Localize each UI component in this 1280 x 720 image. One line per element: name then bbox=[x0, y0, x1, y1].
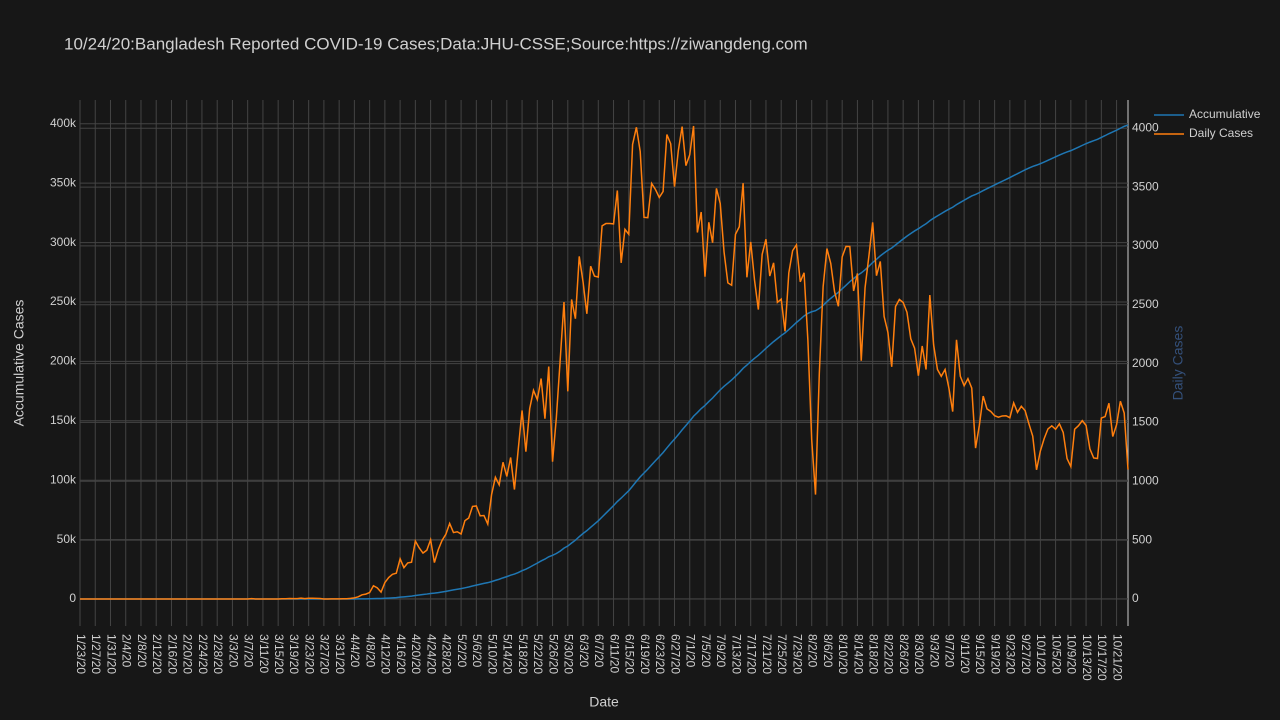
x-tick-label: 4/20/20 bbox=[409, 634, 423, 674]
x-tick-label: 3/27/20 bbox=[318, 634, 332, 674]
legend-label: Daily Cases bbox=[1189, 126, 1253, 140]
y-tick-label: 0 bbox=[69, 591, 76, 605]
y2-tick-label: 0 bbox=[1132, 591, 1139, 605]
x-tick-label: 7/17/20 bbox=[745, 634, 759, 674]
x-tick-label: 8/26/20 bbox=[897, 634, 911, 674]
y-tick-label: 350k bbox=[50, 175, 77, 189]
x-tick-label: 9/3/20 bbox=[927, 634, 941, 668]
x-tick-label: 5/2/20 bbox=[455, 634, 469, 668]
y-tick-label: 200k bbox=[50, 354, 77, 368]
y-tick-label: 50k bbox=[57, 532, 77, 546]
x-tick-label: 10/5/20 bbox=[1049, 634, 1063, 674]
y-tick-label: 250k bbox=[50, 294, 77, 308]
chart-title: 10/24/20:Bangladesh Reported COVID-19 Ca… bbox=[64, 34, 808, 53]
x-tick-label: 6/27/20 bbox=[668, 634, 682, 674]
x-tick-label: 7/13/20 bbox=[729, 634, 743, 674]
x-tick-label: 7/5/20 bbox=[699, 634, 713, 668]
x-tick-label: 8/14/20 bbox=[851, 634, 865, 674]
x-tick-label: 7/9/20 bbox=[714, 634, 728, 668]
x-tick-label: 1/27/20 bbox=[89, 634, 103, 674]
y-tick-label: 400k bbox=[50, 116, 77, 130]
y2-tick-label: 2000 bbox=[1132, 356, 1159, 370]
x-tick-label: 8/18/20 bbox=[866, 634, 880, 674]
x-tick-label: 3/19/20 bbox=[287, 634, 301, 674]
x-tick-label: 8/22/20 bbox=[882, 634, 896, 674]
x-tick-label: 9/15/20 bbox=[973, 634, 987, 674]
y-tick-label: 150k bbox=[50, 413, 77, 427]
x-tick-label: 8/2/20 bbox=[806, 634, 820, 668]
x-tick-label: 1/23/20 bbox=[74, 634, 88, 674]
x-tick-label: 6/23/20 bbox=[653, 634, 667, 674]
x-tick-label: 5/26/20 bbox=[546, 634, 560, 674]
legend-label: Accumulative bbox=[1189, 107, 1261, 121]
x-tick-label: 9/27/20 bbox=[1019, 634, 1033, 674]
x-tick-label: 8/30/20 bbox=[912, 634, 926, 674]
x-tick-label: 6/3/20 bbox=[577, 634, 591, 668]
y2-tick-label: 2500 bbox=[1132, 297, 1159, 311]
x-tick-label: 10/1/20 bbox=[1034, 634, 1048, 674]
y2-tick-label: 3000 bbox=[1132, 238, 1159, 252]
x-tick-label: 2/24/20 bbox=[196, 634, 210, 674]
x-tick-label: 4/12/20 bbox=[379, 634, 393, 674]
y-tick-label: 100k bbox=[50, 472, 77, 486]
x-tick-label: 8/10/20 bbox=[836, 634, 850, 674]
x-tick-label: 5/22/20 bbox=[531, 634, 545, 674]
x-tick-label: 5/30/20 bbox=[562, 634, 576, 674]
x-tick-label: 4/16/20 bbox=[394, 634, 408, 674]
x-tick-label: 6/7/20 bbox=[592, 634, 606, 668]
y2-tick-label: 3500 bbox=[1132, 179, 1159, 193]
x-tick-label: 4/24/20 bbox=[424, 634, 438, 674]
y2-tick-label: 1500 bbox=[1132, 415, 1159, 429]
x-tick-label: 3/3/20 bbox=[226, 634, 240, 668]
x-tick-label: 7/21/20 bbox=[760, 634, 774, 674]
y-tick-label: 300k bbox=[50, 235, 77, 249]
x-tick-label: 2/8/20 bbox=[135, 634, 149, 668]
x-tick-label: 4/4/20 bbox=[348, 634, 362, 668]
x-tick-label: 7/1/20 bbox=[684, 634, 698, 668]
x-tick-label: 7/25/20 bbox=[775, 634, 789, 674]
x-tick-label: 3/23/20 bbox=[302, 634, 316, 674]
y2-tick-label: 500 bbox=[1132, 532, 1152, 546]
x-tick-label: 6/15/20 bbox=[623, 634, 637, 674]
x-tick-label: 10/9/20 bbox=[1065, 634, 1079, 674]
y2-tick-label: 1000 bbox=[1132, 473, 1159, 487]
x-tick-label: 5/18/20 bbox=[516, 634, 530, 674]
x-tick-label: 3/7/20 bbox=[242, 634, 256, 668]
x-tick-label: 4/28/20 bbox=[440, 634, 454, 674]
x-axis-title: Date bbox=[589, 694, 619, 710]
x-tick-label: 9/19/20 bbox=[988, 634, 1002, 674]
x-tick-label: 8/6/20 bbox=[821, 634, 835, 668]
x-tick-label: 2/4/20 bbox=[120, 634, 134, 668]
x-tick-label: 2/20/20 bbox=[181, 634, 195, 674]
x-tick-label: 2/28/20 bbox=[211, 634, 225, 674]
x-tick-label: 2/16/20 bbox=[165, 634, 179, 674]
y2-tick-label: 4000 bbox=[1132, 120, 1159, 134]
x-tick-label: 1/31/20 bbox=[104, 634, 118, 674]
x-tick-label: 5/14/20 bbox=[501, 634, 515, 674]
x-tick-label: 5/6/20 bbox=[470, 634, 484, 668]
x-tick-label: 5/10/20 bbox=[485, 634, 499, 674]
x-tick-label: 10/13/20 bbox=[1080, 634, 1094, 681]
x-tick-label: 2/12/20 bbox=[150, 634, 164, 674]
x-tick-label: 9/23/20 bbox=[1004, 634, 1018, 674]
x-tick-label: 7/29/20 bbox=[790, 634, 804, 674]
x-tick-label: 3/31/20 bbox=[333, 634, 347, 674]
x-tick-label: 3/11/20 bbox=[257, 634, 271, 673]
x-tick-label: 6/11/20 bbox=[607, 634, 621, 673]
x-tick-label: 3/15/20 bbox=[272, 634, 286, 674]
x-tick-label: 10/17/20 bbox=[1095, 634, 1109, 681]
y2-axis-title: Daily Cases bbox=[1170, 326, 1186, 401]
line-series bbox=[80, 125, 1129, 600]
x-tick-label: 10/21/20 bbox=[1110, 634, 1124, 681]
x-tick-label: 9/7/20 bbox=[943, 634, 957, 668]
x-tick-label: 4/8/20 bbox=[363, 634, 377, 668]
x-tick-label: 9/11/20 bbox=[958, 634, 972, 673]
y-axis-title: Accumulative Cases bbox=[11, 300, 27, 427]
x-tick-label: 6/19/20 bbox=[638, 634, 652, 674]
